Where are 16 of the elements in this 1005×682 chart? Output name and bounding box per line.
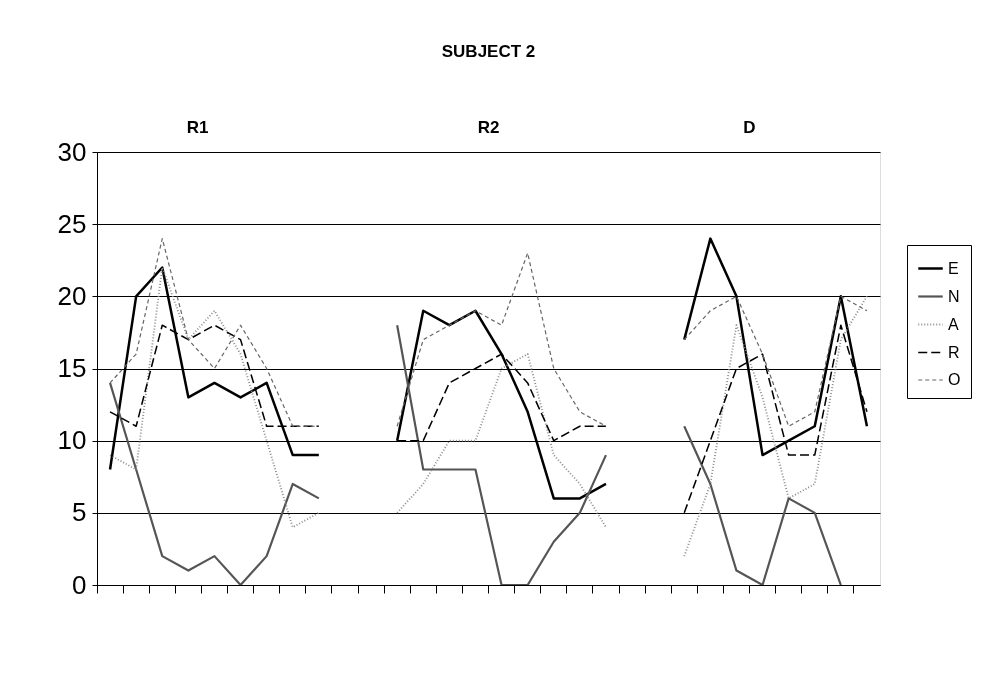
y-tick-label: 0 bbox=[72, 569, 87, 600]
y-tick-label: 20 bbox=[57, 280, 87, 311]
legend-label: A bbox=[948, 315, 959, 333]
legend-label: E bbox=[948, 259, 959, 277]
y-tick-label: 10 bbox=[57, 425, 87, 456]
y-tick-label: 5 bbox=[72, 497, 87, 528]
text: D bbox=[743, 118, 756, 137]
legend-label: O bbox=[948, 371, 961, 388]
legend-label: R bbox=[948, 343, 960, 361]
y-tick-label: 15 bbox=[57, 353, 87, 383]
text: R2 bbox=[477, 118, 500, 137]
chart-title: SUBJECT 2 bbox=[441, 42, 536, 61]
y-tick-label: 30 bbox=[57, 136, 87, 167]
text: R1 bbox=[186, 118, 209, 137]
y-tick-label: 25 bbox=[57, 208, 87, 239]
legend-label: N bbox=[948, 287, 960, 305]
